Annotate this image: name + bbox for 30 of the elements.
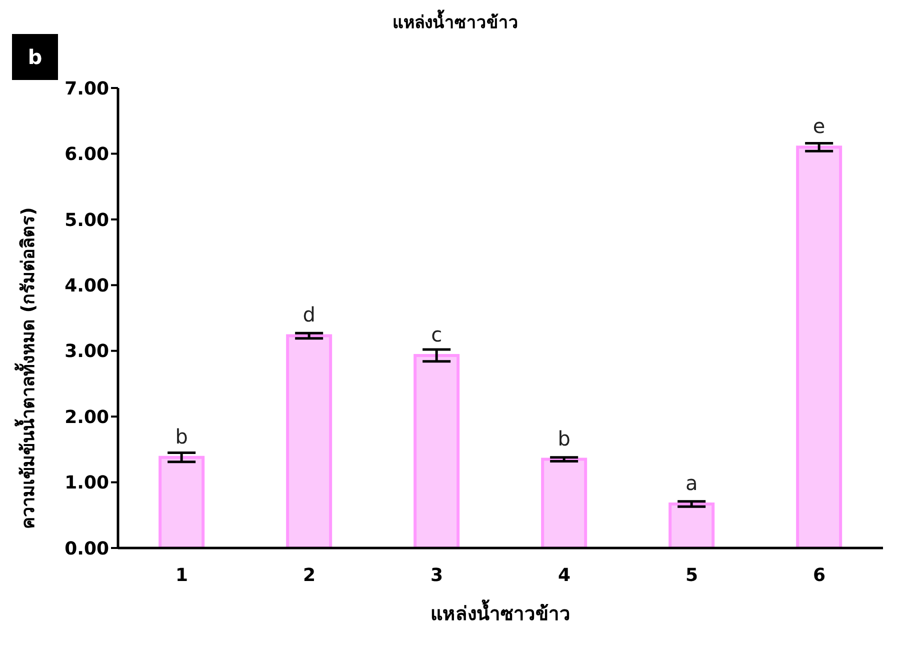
y-axis-title: ความเข้มข้นน้ำตาลทั้งหมด (กรัมต่อลิตร): [14, 207, 39, 529]
bar: [414, 354, 460, 548]
y-tick-label: 4.00: [64, 276, 109, 297]
x-tick-label: 4: [558, 564, 571, 586]
x-tick-label: 2: [302, 564, 316, 586]
x-axis-title: แหล่งน้ำซาวข้าว: [430, 599, 570, 625]
y-tick-label: 6.00: [64, 144, 109, 166]
y-tick-label: 1.00: [64, 472, 109, 494]
y-tick-label: 3.00: [64, 341, 109, 362]
data-label: e: [812, 114, 826, 138]
bar: [668, 502, 715, 548]
bar: [286, 334, 332, 548]
bar: [796, 146, 842, 548]
data-label: c: [431, 322, 442, 346]
data-label: b: [175, 424, 188, 448]
text: b: [12, 34, 58, 80]
y-tick-label: 0.00: [64, 538, 109, 560]
data-label: d: [302, 302, 316, 327]
chart-title: แหล่งน้ำซาวข้าว: [392, 8, 520, 35]
y-tick-label: 2.00: [64, 406, 109, 428]
y-tick-label: 5.00: [64, 210, 109, 231]
y-tick-label: 7.00: [64, 78, 109, 100]
bar: [541, 458, 588, 548]
x-tick-label: 3: [430, 564, 444, 586]
data-label: b: [558, 426, 570, 450]
x-tick-label: 6: [812, 564, 826, 586]
x-tick-label: 1: [175, 564, 188, 586]
data-label: a: [685, 470, 698, 495]
bar: [158, 456, 205, 548]
x-tick-label: 5: [685, 564, 698, 586]
